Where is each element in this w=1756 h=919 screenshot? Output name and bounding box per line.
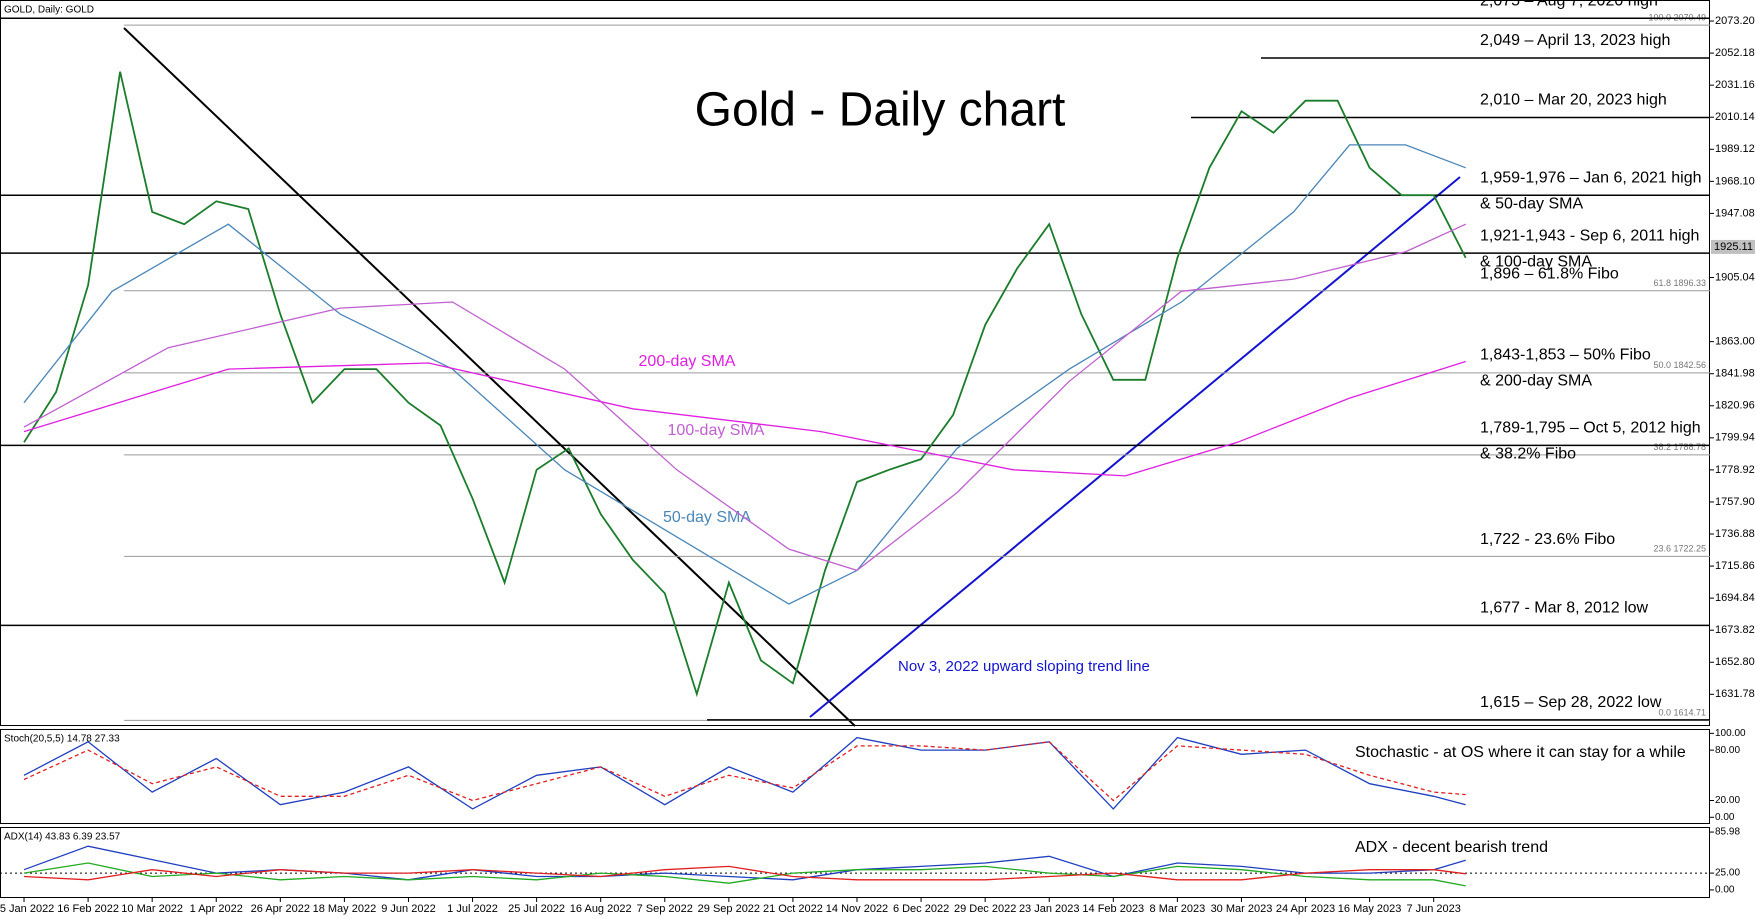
fibo-label: 38.2 1788.78 — [1653, 442, 1706, 452]
x-tick-label: 21 Oct 2022 — [763, 903, 823, 915]
panel-note: Stochastic - at OS where it can stay for… — [1355, 744, 1686, 761]
sma-line — [23, 144, 1466, 605]
chart-title: Gold - Daily chart — [695, 84, 1066, 137]
level-label: & 50-day SMA — [1480, 195, 1583, 212]
y-tick-label: 1905.04 — [1715, 271, 1755, 283]
sma-label: 200-day SMA — [639, 353, 736, 370]
last-price-label: 1925.11 — [1714, 241, 1753, 253]
y-tick-label: 100.00 — [1715, 728, 1746, 739]
x-tick-label: 24 Apr 2023 — [1276, 903, 1335, 915]
level-label: 1,921-1,943 - Sep 6, 2011 high — [1480, 227, 1699, 244]
fibo-label: 23.6 1722.25 — [1653, 544, 1706, 554]
y-tick-label: 80.00 — [1715, 745, 1740, 756]
level-label: 1,677 - Mar 8, 2012 low — [1480, 600, 1649, 617]
sma-line — [23, 223, 1466, 572]
y-tick-label: 1757.90 — [1715, 496, 1755, 508]
y-tick-label: 1778.92 — [1715, 464, 1755, 476]
level-label: 1,896 – 61.8% Fibo — [1480, 266, 1619, 283]
y-tick-label: 2052.18 — [1715, 47, 1755, 59]
level-label: 1,843-1,853 – 50% Fibo — [1480, 346, 1651, 363]
y-tick-label: 20.00 — [1715, 795, 1740, 806]
y-tick-label: 1820.96 — [1715, 400, 1755, 412]
y-tick-label: 1736.88 — [1715, 528, 1755, 540]
level-label: 2,010 – Mar 20, 2023 high — [1480, 92, 1667, 109]
sma-label: 100-day SMA — [668, 422, 765, 439]
indicator-line — [23, 862, 1466, 887]
y-tick-label: 1631.78 — [1715, 688, 1755, 700]
x-tick-label: 16 Feb 2022 — [57, 903, 119, 915]
y-tick-label: 85.98 — [1715, 827, 1740, 838]
stoch-panel-frame — [0, 729, 1710, 824]
y-tick-label: 1989.12 — [1715, 143, 1755, 155]
x-tick-label: 14 Feb 2023 — [1082, 903, 1144, 915]
x-tick-label: 30 Mar 2023 — [1211, 903, 1273, 915]
y-tick-label: 1968.10 — [1715, 175, 1755, 187]
indicator-line — [23, 741, 1466, 802]
level-label: 1,615 – Sep 28, 2022 low — [1480, 694, 1662, 711]
fibo-label: 50.0 1842.56 — [1653, 360, 1706, 370]
price-line — [23, 71, 1467, 698]
x-tick-label: 7 Jun 2023 — [1406, 903, 1460, 915]
x-tick-label: 1 Apr 2022 — [190, 903, 243, 915]
y-tick-label: 1841.98 — [1715, 368, 1755, 380]
y-tick-label: 1799.94 — [1715, 432, 1755, 444]
level-label: 2,049 – April 13, 2023 high — [1480, 32, 1670, 49]
panel-header: ADX(14) 43.83 6.39 23.57 — [4, 832, 121, 843]
fibo-label: 61.8 1896.33 — [1653, 278, 1706, 288]
level-label: & 100-day SMA — [1480, 253, 1592, 270]
sma-line — [23, 360, 1466, 477]
y-tick-label: 25.00 — [1715, 868, 1740, 879]
x-tick-label: 14 Nov 2022 — [826, 903, 888, 915]
x-tick-label: 23 Jan 2023 — [1019, 903, 1080, 915]
y-tick-label: 2031.16 — [1715, 79, 1755, 91]
y-tick-label: 0.00 — [1715, 812, 1735, 823]
y-tick-label: 1947.08 — [1715, 207, 1755, 219]
y-tick-label: 1673.82 — [1715, 624, 1755, 636]
trend-annotation: Nov 3, 2022 upward sloping trend line — [898, 658, 1150, 675]
sma-label: 50-day SMA — [663, 509, 751, 526]
x-tick-label: 29 Dec 2022 — [954, 903, 1016, 915]
level-label: 2,075 – Aug 7, 2020 high — [1480, 0, 1658, 10]
x-tick-label: 10 Mar 2022 — [121, 903, 183, 915]
indicator-line — [23, 865, 1466, 881]
y-tick-label: 1863.00 — [1715, 336, 1755, 348]
x-tick-label: 29 Sep 2022 — [698, 903, 760, 915]
x-tick-label: 6 Dec 2022 — [893, 903, 949, 915]
y-tick-label: 1715.86 — [1715, 560, 1755, 572]
y-tick-label: 2010.14 — [1715, 111, 1755, 123]
x-tick-label: 16 May 2023 — [1338, 903, 1402, 915]
y-tick-label: 1652.80 — [1715, 656, 1755, 668]
level-label: & 38.2% Fibo — [1480, 446, 1576, 463]
source-label: GOLD, Daily: GOLD — [4, 5, 94, 16]
indicator-line — [23, 736, 1466, 810]
x-tick-label: 25 Jul 2022 — [508, 903, 565, 915]
level-label: 1,959-1,976 – Jan 6, 2021 high — [1480, 169, 1702, 186]
x-tick-label: 16 Aug 2022 — [570, 903, 632, 915]
level-label: 1,789-1,795 – Oct 5, 2012 high — [1480, 420, 1701, 437]
x-tick-label: 26 Apr 2022 — [251, 903, 310, 915]
x-tick-label: 25 Jan 2022 — [0, 903, 54, 915]
panel-header: Stoch(20,5,5) 14.78 27.33 — [4, 734, 120, 745]
fibo-label: 0.0 1614.71 — [1658, 708, 1706, 718]
level-label: & 200-day SMA — [1480, 372, 1592, 389]
y-tick-label: 0.00 — [1715, 885, 1735, 896]
x-tick-label: 9 Jun 2022 — [381, 903, 435, 915]
level-label: 1,722 - 23.6% Fibo — [1480, 531, 1615, 548]
y-tick-label: 2073.20 — [1715, 15, 1755, 27]
last-price-box — [1711, 239, 1755, 254]
uptrend-line — [809, 176, 1461, 718]
adx-panel-frame — [0, 827, 1710, 898]
x-tick-label: 7 Sep 2022 — [637, 903, 693, 915]
x-tick-label: 1 Jul 2022 — [447, 903, 498, 915]
y-tick-label: 1694.84 — [1715, 592, 1755, 604]
panel-note: ADX - decent bearish trend — [1355, 839, 1548, 856]
x-tick-label: 18 May 2022 — [313, 903, 377, 915]
x-tick-label: 8 Mar 2023 — [1150, 903, 1206, 915]
